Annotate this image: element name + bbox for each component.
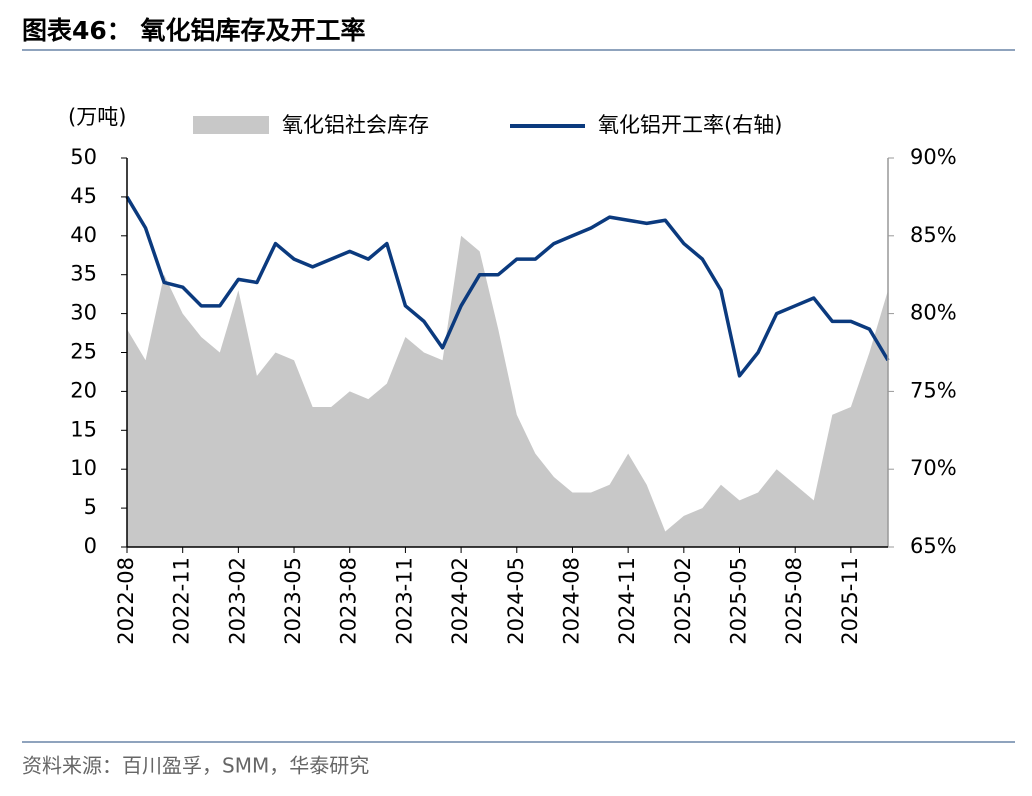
- y2-tick-label: 75%: [910, 378, 957, 402]
- y2-tick-label: 90%: [910, 145, 957, 169]
- y2-tick-label: 70%: [910, 456, 957, 480]
- x-tick-label: 2022-08: [114, 557, 138, 645]
- x-tick-label: 2023-05: [281, 557, 305, 645]
- x-tick-label: 2025-02: [671, 557, 695, 645]
- y-tick-label: 15: [70, 417, 97, 441]
- y-tick-label: 25: [70, 340, 97, 364]
- x-tick-label: 2024-02: [448, 557, 472, 645]
- page-title: 图表46： 氧化铝库存及开工率: [22, 16, 366, 45]
- y-tick-label: 20: [70, 378, 97, 402]
- x-tick-label: 2022-11: [170, 557, 194, 645]
- y-tick-label: 45: [70, 184, 97, 208]
- x-tick-label: 2025-11: [838, 557, 862, 645]
- y-tick-label: 5: [84, 495, 97, 519]
- legend-swatch: [193, 116, 269, 134]
- x-tick-label: 2025-08: [782, 557, 806, 645]
- inventory-area: [127, 235, 888, 548]
- y-tick-label: 0: [84, 534, 97, 558]
- x-tick-label: 2023-11: [392, 557, 416, 645]
- legend-label: 氧化铝开工率(右轴): [598, 113, 782, 137]
- x-tick-label: 2023-08: [337, 557, 361, 645]
- legend-label: 氧化铝社会库存: [282, 113, 429, 137]
- rate-line: [125, 196, 890, 378]
- x-tick-label: 2025-05: [727, 557, 751, 645]
- y-tick-label: 50: [70, 145, 97, 169]
- y-tick-label: 30: [70, 301, 97, 325]
- y-tick-label: 40: [70, 223, 97, 247]
- y2-tick-label: 80%: [910, 301, 957, 325]
- x-tick-label: 2024-05: [504, 557, 528, 645]
- y2-tick-label: 65%: [910, 534, 957, 558]
- y2-tick-label: 85%: [910, 223, 957, 247]
- x-tick-label: 2024-08: [559, 557, 583, 645]
- source: 资料来源：百川盈孚，SMM，华泰研究: [22, 754, 369, 778]
- y-tick-label: 10: [70, 456, 97, 480]
- x-tick-label: 2023-02: [225, 557, 249, 645]
- y-axis-label: (万吨): [68, 105, 126, 129]
- x-tick-label: 2024-11: [615, 557, 639, 645]
- y-tick-label: 35: [70, 262, 97, 286]
